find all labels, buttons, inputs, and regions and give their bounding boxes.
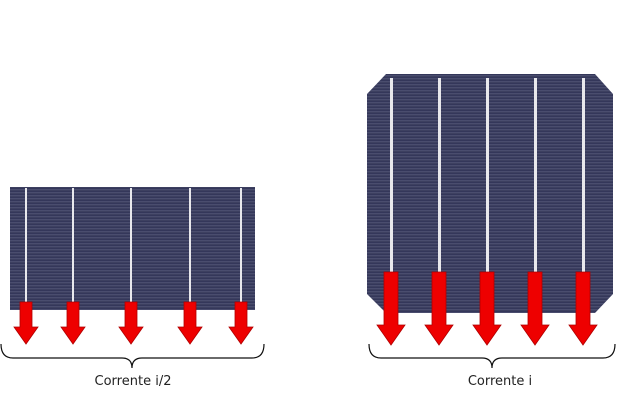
down-arrow-icon <box>376 271 406 346</box>
down-arrow-icon <box>60 301 86 345</box>
half-cell-body <box>10 187 255 310</box>
down-arrow-icon <box>228 301 254 345</box>
full-cell-busbars <box>390 78 585 276</box>
half-cell-bracket <box>0 343 265 369</box>
busbar <box>25 188 27 304</box>
busbar <box>130 188 132 304</box>
half-cell-caption: Corrente i/2 <box>94 374 172 389</box>
busbar <box>534 78 537 276</box>
down-arrow-icon <box>177 301 203 345</box>
down-arrow-icon <box>472 271 502 346</box>
half-cell-busbars <box>25 188 242 304</box>
half-cell-group <box>0 187 265 369</box>
full-cell-body <box>367 74 613 313</box>
down-arrow-icon <box>568 271 598 346</box>
down-arrow-icon <box>118 301 144 345</box>
busbar <box>72 188 74 304</box>
busbar <box>438 78 441 276</box>
full-cell-group <box>367 74 616 369</box>
busbar <box>189 188 191 304</box>
full-cell-arrows <box>376 271 598 346</box>
full-cell-bracket <box>368 343 616 369</box>
down-arrow-icon <box>13 301 39 345</box>
busbar <box>240 188 242 304</box>
full-cell-caption: Corrente i <box>467 374 533 389</box>
down-arrow-icon <box>424 271 454 346</box>
busbar <box>486 78 489 276</box>
down-arrow-icon <box>520 271 550 346</box>
busbar <box>582 78 585 276</box>
half-cell-arrows <box>13 301 254 345</box>
busbar <box>390 78 393 276</box>
